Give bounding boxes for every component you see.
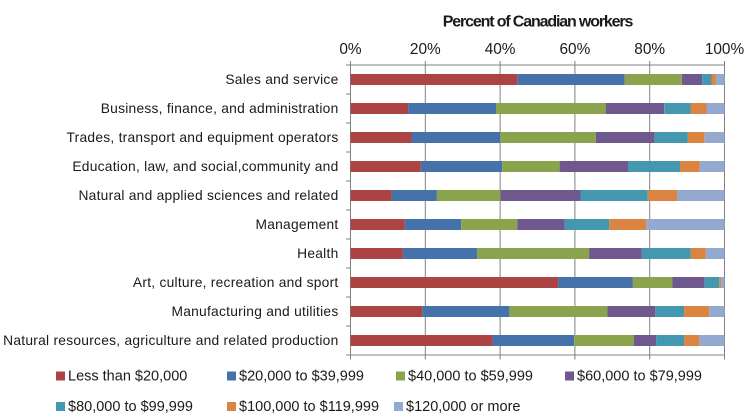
svg-text:0%: 0% (339, 41, 362, 58)
svg-text:Less than $20,000: Less than $20,000 (68, 369, 187, 385)
svg-text:Natural resources, agriculture: Natural resources, agriculture and relat… (3, 333, 338, 348)
svg-text:Management: Management (255, 217, 338, 232)
svg-text:Manufacturing and utilities: Manufacturing and utilities (171, 304, 338, 319)
svg-text:80%: 80% (634, 41, 665, 58)
svg-text:$120,000 or more: $120,000 or more (406, 399, 520, 415)
svg-text:Sales and service: Sales and service (225, 72, 338, 87)
svg-text:$20,000 to $39,999: $20,000 to $39,999 (239, 369, 364, 385)
svg-text:20%: 20% (410, 41, 441, 58)
svg-text:Art, culture, recreation and s: Art, culture, recreation and sport (133, 275, 339, 290)
svg-text:Health: Health (297, 246, 338, 261)
svg-text:Natural and applied sciences a: Natural and applied sciences and related (78, 188, 338, 203)
svg-text:100%: 100% (705, 41, 745, 58)
svg-text:$100,000 to $119,999: $100,000 to $119,999 (239, 399, 379, 415)
svg-text:Business, finance, and adminis: Business, finance, and administration (101, 101, 339, 116)
svg-text:Trades, transport and equipmen: Trades, transport and equipment operator… (66, 130, 338, 145)
svg-text:$60,000 to $79,999: $60,000 to $79,999 (577, 369, 702, 385)
svg-text:$80,000 to $99,999: $80,000 to $99,999 (68, 399, 193, 415)
svg-text:60%: 60% (559, 41, 590, 58)
svg-text:Percent of Canadian workers: Percent of Canadian workers (443, 13, 634, 30)
svg-text:Education, law, and social,com: Education, law, and social,community and (72, 159, 338, 174)
svg-text:$40,000 to $59,999: $40,000 to $59,999 (408, 369, 533, 385)
svg-text:40%: 40% (485, 41, 516, 58)
